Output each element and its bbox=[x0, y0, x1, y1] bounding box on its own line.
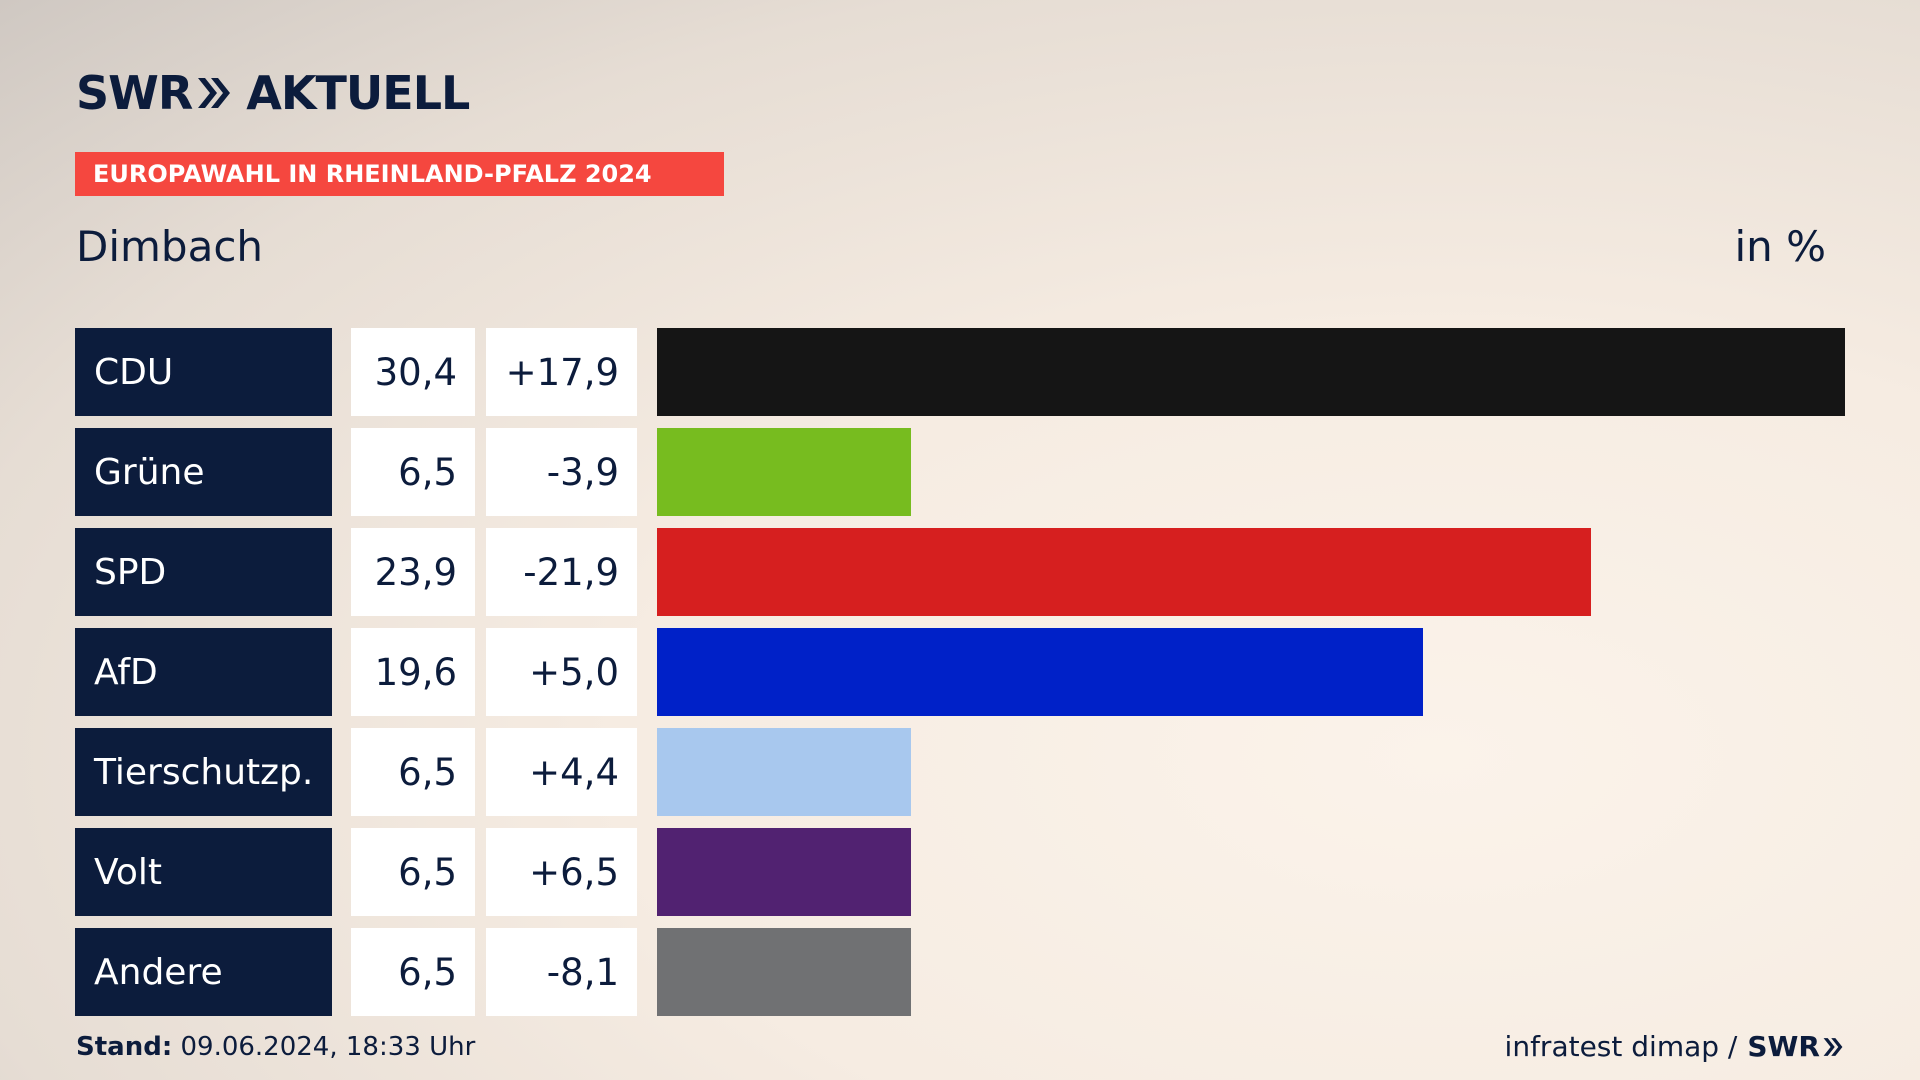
result-row: Grüne 6,5 -3,9 bbox=[75, 428, 1845, 516]
result-bar bbox=[657, 428, 911, 516]
vote-share-value: 6,5 bbox=[351, 728, 475, 816]
swr-small-logo-text: SWR bbox=[1747, 1030, 1820, 1063]
party-label: AfD bbox=[75, 628, 332, 716]
vote-change-value: +5,0 bbox=[486, 628, 637, 716]
result-row: Volt 6,5 +6,5 bbox=[75, 828, 1845, 916]
logo-swr: SWR bbox=[76, 66, 193, 120]
place-title: Dimbach bbox=[76, 222, 264, 271]
result-bar bbox=[657, 928, 911, 1016]
vote-share-value: 6,5 bbox=[351, 428, 475, 516]
party-label: SPD bbox=[75, 528, 332, 616]
party-label: Andere bbox=[75, 928, 332, 1016]
vote-share-value: 6,5 bbox=[351, 828, 475, 916]
party-label: CDU bbox=[75, 328, 332, 416]
vote-share-value: 19,6 bbox=[351, 628, 475, 716]
result-row: SPD 23,9 -21,9 bbox=[75, 528, 1845, 616]
party-label: Volt bbox=[75, 828, 332, 916]
result-row: Andere 6,5 -8,1 bbox=[75, 928, 1845, 1016]
logo-aktuell: AKTUELL bbox=[246, 66, 470, 120]
swr-small-logo: SWR bbox=[1747, 1030, 1844, 1063]
unit-label: in % bbox=[1734, 222, 1826, 271]
vote-change-value: +6,5 bbox=[486, 828, 637, 916]
vote-share-value: 6,5 bbox=[351, 928, 475, 1016]
result-row: CDU 30,4 +17,9 bbox=[75, 328, 1845, 416]
vote-share-value: 30,4 bbox=[351, 328, 475, 416]
vote-change-value: +4,4 bbox=[486, 728, 637, 816]
result-row: Tierschutzp. 6,5 +4,4 bbox=[75, 728, 1845, 816]
stand-value: 09.06.2024, 18:33 Uhr bbox=[180, 1032, 476, 1062]
swr-aktuell-logo: SWR AKTUELL bbox=[76, 66, 470, 120]
vote-change-value: -21,9 bbox=[486, 528, 637, 616]
source-text: infratest dimap / bbox=[1504, 1030, 1738, 1063]
result-bar bbox=[657, 528, 1591, 616]
double-chevron-icon bbox=[1823, 1037, 1843, 1056]
vote-share-value: 23,9 bbox=[351, 528, 475, 616]
result-bar bbox=[657, 328, 1845, 416]
vote-change-value: +17,9 bbox=[486, 328, 637, 416]
stand-label: Stand: bbox=[76, 1032, 173, 1062]
result-row: AfD 19,6 +5,0 bbox=[75, 628, 1845, 716]
source-credit: infratest dimap / SWR bbox=[1505, 1030, 1844, 1063]
result-bar bbox=[657, 628, 1423, 716]
election-badge: EUROPAWAHL IN RHEINLAND-PFALZ 2024 bbox=[75, 152, 724, 196]
timestamp: Stand: 09.06.2024, 18:33 Uhr bbox=[76, 1032, 475, 1062]
party-label: Grüne bbox=[75, 428, 332, 516]
result-bar bbox=[657, 828, 911, 916]
double-chevron-icon bbox=[196, 76, 232, 110]
vote-change-value: -3,9 bbox=[486, 428, 637, 516]
party-label: Tierschutzp. bbox=[75, 728, 332, 816]
result-bar bbox=[657, 728, 911, 816]
vote-change-value: -8,1 bbox=[486, 928, 637, 1016]
